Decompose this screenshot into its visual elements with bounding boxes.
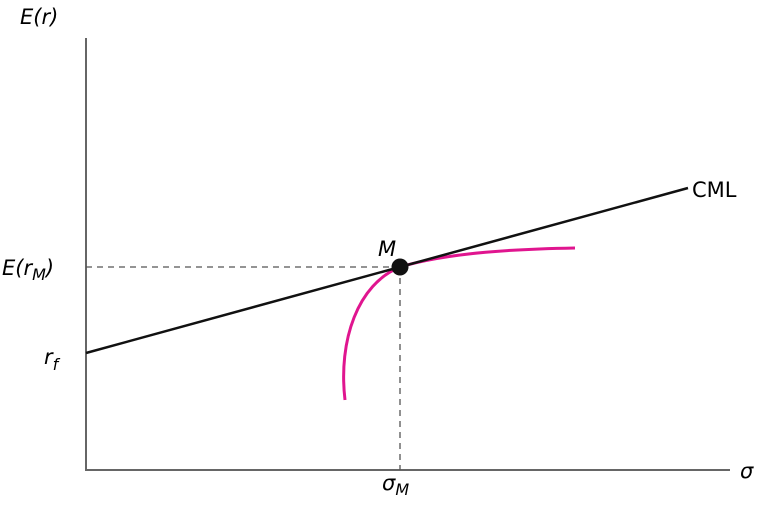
x-axis-label: σ	[740, 459, 754, 483]
market-sd-label: σM	[382, 471, 409, 499]
point-label: M	[378, 237, 396, 261]
risk-free-label: rf	[44, 345, 61, 374]
label-subscript: M	[32, 265, 46, 284]
market-return-label: E(rM)	[2, 256, 54, 284]
cml-line	[85, 186, 689, 355]
market-portfolio-point	[391, 258, 409, 276]
y-axis-label: E(r)	[20, 5, 58, 29]
cml-label: CML	[692, 178, 737, 202]
label-subscript: M	[395, 480, 409, 499]
label-subscript: f	[53, 355, 61, 374]
label-base: σ	[382, 471, 396, 495]
efficient-frontier	[342, 246, 576, 401]
label-base: r	[44, 345, 54, 369]
label-close: )	[44, 256, 54, 280]
label-base: E(r	[2, 256, 33, 280]
